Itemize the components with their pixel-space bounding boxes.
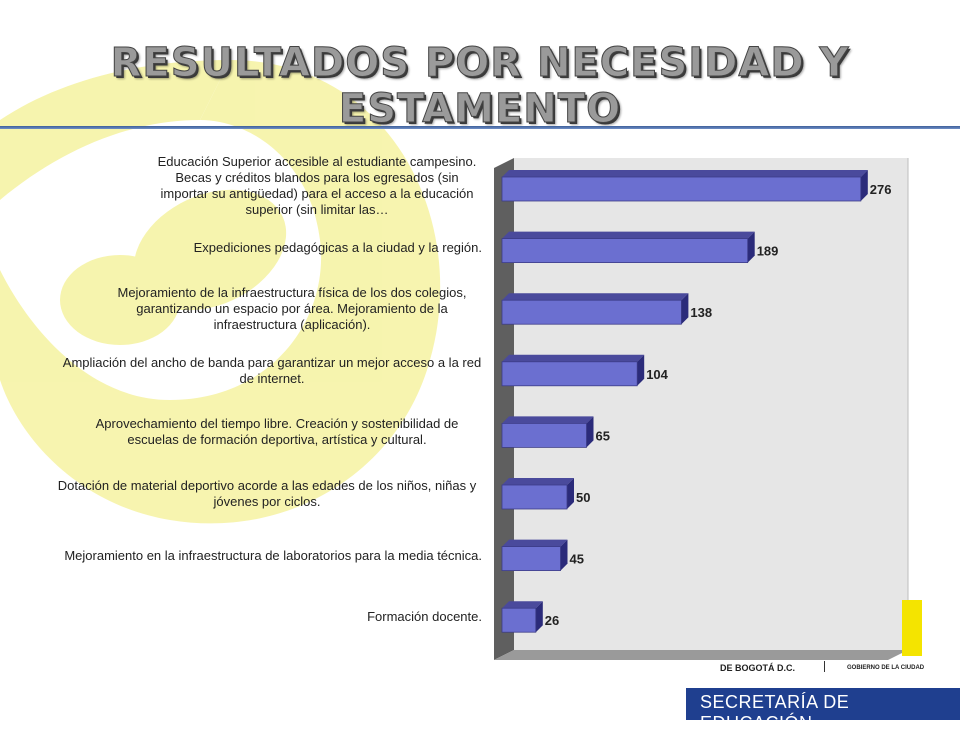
category-label: Mejoramiento en la infraestructura de la… xyxy=(30,548,482,564)
bar-side xyxy=(637,354,645,386)
title-divider xyxy=(0,126,960,129)
category-label: Expediciones pedagógicas a la ciudad y l… xyxy=(30,240,482,256)
category-label-text: Mejoramiento en la infraestructura de la… xyxy=(64,547,482,563)
bar-side xyxy=(586,416,594,448)
bar xyxy=(501,299,682,325)
data-label: 104 xyxy=(646,367,668,382)
bar xyxy=(501,361,638,387)
data-label: 276 xyxy=(870,182,892,197)
category-label: Dotación de material deportivo acorde a … xyxy=(30,478,482,510)
category-label-text: Dotación de material deportivo acorde a … xyxy=(57,478,477,509)
category-label: Formación docente. xyxy=(30,609,482,625)
bar xyxy=(501,546,561,571)
bar-top xyxy=(502,601,543,609)
bar-side xyxy=(535,601,543,633)
category-label-text: Educación Superior accesible al estudian… xyxy=(157,154,477,217)
bogota-logo-fragment xyxy=(902,600,922,656)
data-label: 65 xyxy=(596,428,610,443)
bar-side xyxy=(747,231,755,263)
footer-government: GOBIERNO DE LA CIUDAD xyxy=(847,665,925,671)
category-label: Aprovechamiento del tiempo libre. Creaci… xyxy=(30,416,482,448)
bar-top xyxy=(502,416,594,424)
bar-top xyxy=(502,539,568,547)
bar xyxy=(501,176,862,202)
footer-city: DE BOGOTÁ D.C. xyxy=(720,663,796,673)
data-label: 138 xyxy=(690,305,712,320)
footer-department: SECRETARÍA DE EDUCACIÓN xyxy=(700,692,850,733)
bar-side xyxy=(860,170,868,201)
bar-side xyxy=(560,539,568,571)
category-label-text: Ampliación del ancho de banda para garan… xyxy=(62,354,482,386)
plot-floor xyxy=(494,650,908,660)
data-label: 26 xyxy=(545,613,559,628)
page-title: RESULTADOS POR NECESIDAD Y ESTAMENTO xyxy=(110,40,850,133)
data-label: 189 xyxy=(757,244,779,259)
bar xyxy=(501,422,587,448)
bar-top xyxy=(502,293,689,301)
footer-separator xyxy=(824,661,825,672)
chart-frame xyxy=(494,158,909,660)
category-label-text: Formación docente. xyxy=(367,609,482,625)
bar-top xyxy=(502,231,755,239)
bars-group: 276 189 138 104 65 50 45 26 xyxy=(501,170,892,633)
category-label-text: Mejoramiento de la infraestructura físic… xyxy=(117,285,467,333)
data-label: 45 xyxy=(570,552,584,567)
bar xyxy=(501,484,568,510)
bar-side xyxy=(681,293,689,325)
plot-back-wall xyxy=(514,158,908,650)
bar-top xyxy=(502,354,645,362)
bar xyxy=(501,238,749,264)
category-label: Mejoramiento de la infraestructura físic… xyxy=(30,285,482,333)
bar-top xyxy=(502,170,868,177)
bar xyxy=(501,607,537,633)
category-label-text: Expediciones pedagógicas a la ciudad y l… xyxy=(193,239,482,255)
category-label-text: Aprovechamiento del tiempo libre. Creaci… xyxy=(95,416,459,448)
data-label: 50 xyxy=(576,490,590,505)
category-label: Educación Superior accesible al estudian… xyxy=(30,154,482,218)
bar-top xyxy=(502,478,574,485)
category-label: Ampliación del ancho de banda para garan… xyxy=(30,355,482,387)
bar-side xyxy=(567,478,574,509)
plot-side-wall xyxy=(494,158,514,660)
footer-brand-bar xyxy=(686,688,960,720)
